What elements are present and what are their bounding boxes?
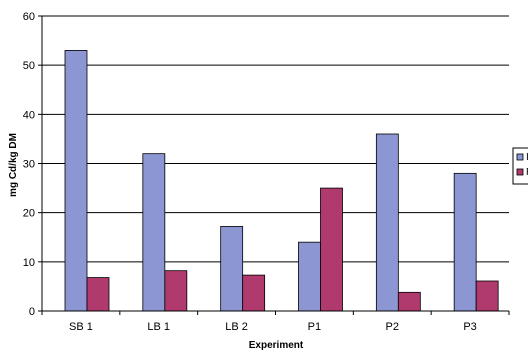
y-tick-label: 30 bbox=[23, 159, 35, 171]
y-tick-label: 50 bbox=[23, 60, 35, 72]
bar-final-lb-1 bbox=[164, 270, 188, 312]
y-axis-title: mg Cd/kg DM bbox=[8, 133, 19, 197]
legend: Initial Final bbox=[512, 147, 528, 185]
bar-initial-lb-1 bbox=[142, 153, 166, 312]
x-tick-label: P1 bbox=[308, 321, 321, 333]
x-tick-label: LB 1 bbox=[147, 321, 170, 333]
y-tick-label: 40 bbox=[23, 109, 35, 121]
bar-initial-lb-2 bbox=[220, 226, 244, 312]
y-tick-label: 0 bbox=[29, 306, 35, 318]
legend-label-final: Final bbox=[526, 167, 528, 178]
gridlines bbox=[42, 15, 509, 263]
y-tick-label: 60 bbox=[23, 11, 35, 23]
bar-final-p2 bbox=[397, 291, 421, 312]
legend-swatch-initial bbox=[516, 153, 524, 161]
bar-initial-p1 bbox=[298, 241, 321, 312]
bar-final-p1 bbox=[320, 187, 343, 312]
bar-initial-p2 bbox=[375, 133, 399, 312]
x-tick-label: SB 1 bbox=[69, 321, 93, 333]
bar-initial-sb-1 bbox=[64, 50, 88, 312]
bar-final-p3 bbox=[475, 280, 499, 312]
y-tick-label: 20 bbox=[23, 208, 35, 220]
x-tick-label: LB 2 bbox=[225, 321, 248, 333]
y-ticks: 0 10 20 30 40 50 60 bbox=[23, 11, 42, 318]
bars bbox=[64, 50, 499, 312]
bar-initial-p3 bbox=[453, 172, 477, 312]
bar-final-lb-2 bbox=[242, 274, 266, 312]
legend-label-initial: Initial bbox=[526, 152, 528, 163]
legend-swatch-final bbox=[516, 168, 524, 176]
x-tick-label: P3 bbox=[463, 321, 476, 333]
x-tick-label: P2 bbox=[386, 321, 399, 333]
x-ticks: SB 1 LB 1 LB 2 P1 P2 P3 bbox=[41, 311, 510, 333]
x-axis-title: Experiment bbox=[249, 340, 304, 351]
bar-final-sb-1 bbox=[86, 277, 110, 312]
y-tick-label: 10 bbox=[23, 257, 35, 269]
